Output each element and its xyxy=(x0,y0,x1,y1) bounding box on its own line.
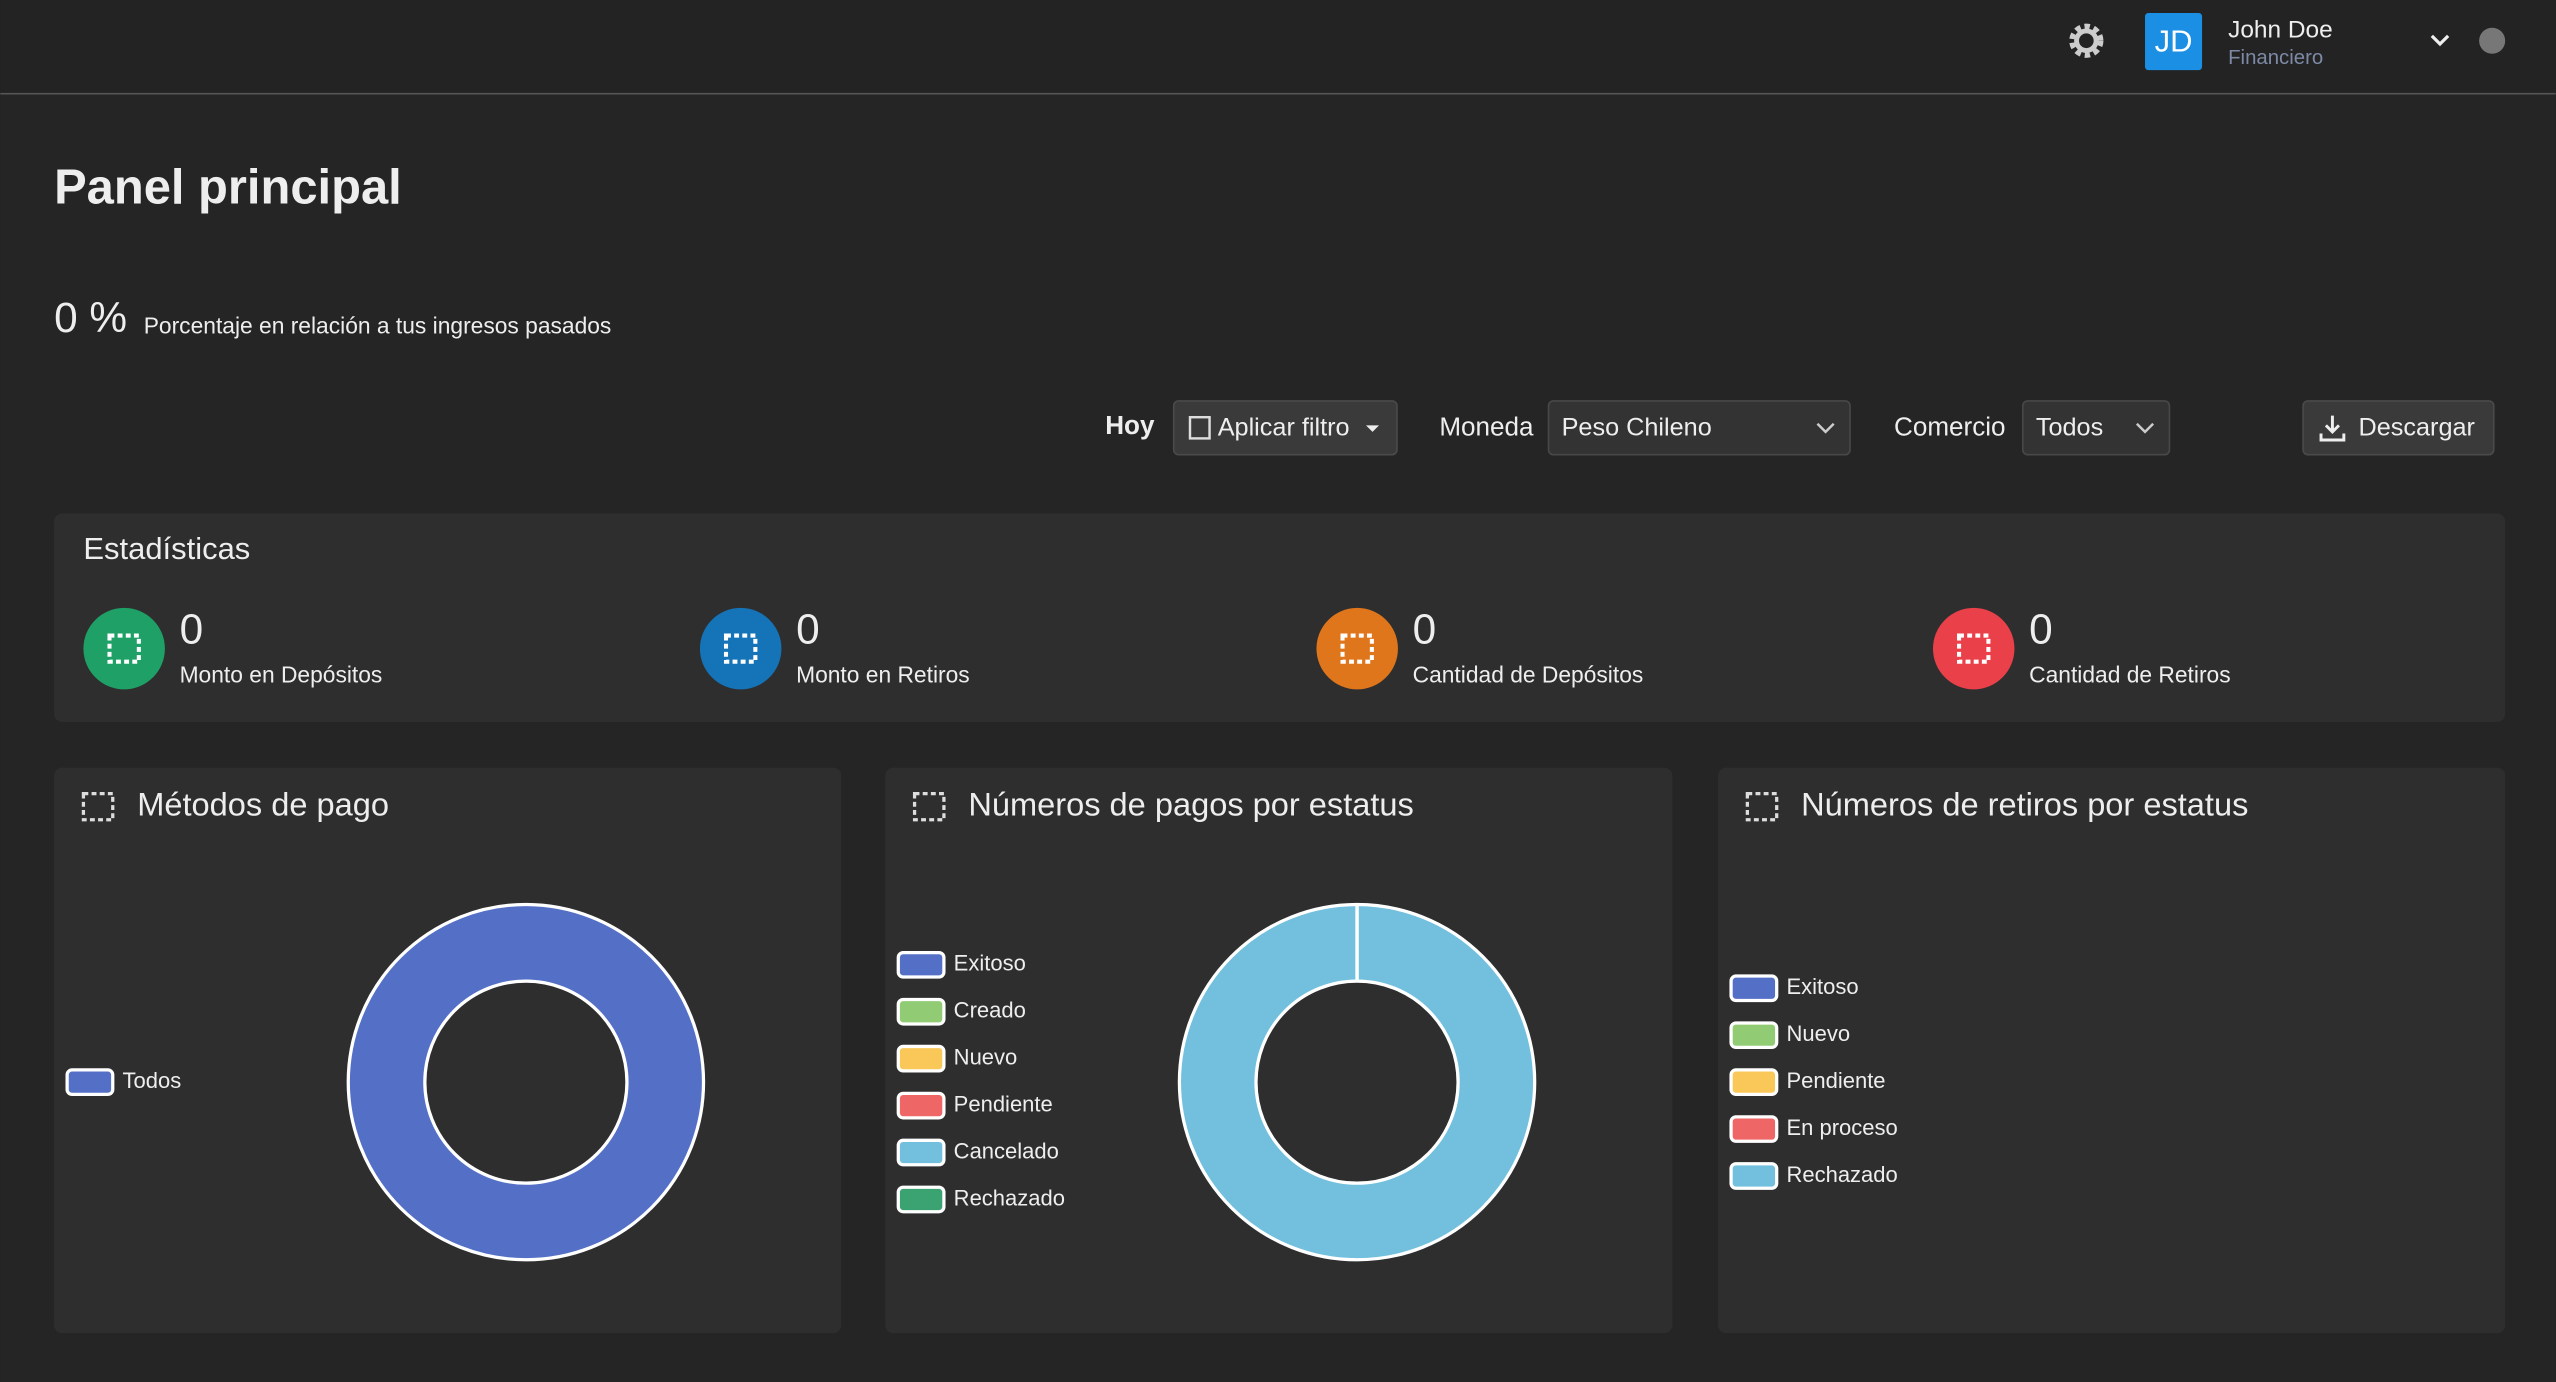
legend-swatch xyxy=(896,1044,946,1073)
top-bar xyxy=(0,0,2556,93)
download-button[interactable]: Descargar xyxy=(2302,400,2495,456)
legend-label: Exitoso xyxy=(1786,974,1858,999)
legend-swatch xyxy=(1729,974,1779,1003)
charts: Métodos de pago Todos Números de pagos por… xyxy=(54,767,2506,1334)
download-button-text: Descargar xyxy=(2359,413,2475,441)
stat-label: Monto en Retiros xyxy=(796,661,970,687)
date-label: Hoy xyxy=(1105,410,1155,440)
legend-swatch xyxy=(896,997,946,1026)
stat-value: 0 xyxy=(1413,606,1437,653)
legend-label: Exitoso xyxy=(954,951,1026,976)
stat-icon-glyph xyxy=(1340,633,1374,664)
donut-outline xyxy=(423,979,629,1185)
statistics-card xyxy=(54,513,2506,722)
stat-value: 0 xyxy=(2029,606,2053,653)
merchant-select[interactable]: Todos xyxy=(2021,400,2171,456)
user-menu[interactable]: JD John Doe Financiero xyxy=(2145,13,2450,71)
user-name: John Doe xyxy=(2228,16,2333,43)
legend-swatch xyxy=(896,950,946,979)
percentage-caption: Porcentaje en relación a tus ingresos pa… xyxy=(144,313,612,339)
legend-swatch xyxy=(896,1091,946,1120)
filter-button[interactable]: Aplicar filtro xyxy=(1172,400,1398,456)
avatar-initials: JD xyxy=(2155,23,2193,58)
chart-icon xyxy=(1745,792,1779,822)
currency-select[interactable]: Peso Chileno xyxy=(1547,400,1851,456)
legend-swatch xyxy=(1729,1115,1779,1143)
legend-label: En proceso xyxy=(1786,1115,1897,1140)
currency-label: Moneda xyxy=(1439,412,1534,442)
chart-title: Números de retiros por estatus xyxy=(1801,785,2248,822)
avatar xyxy=(2145,13,2203,71)
page-title: Panel principal xyxy=(54,161,402,215)
stat-icon xyxy=(699,607,782,690)
stat-icon-glyph xyxy=(723,633,758,664)
legend-swatch xyxy=(896,1185,946,1214)
statistics-items: 0 Monto en Depósitos 0 Monto en Retiros 0 Can… xyxy=(83,606,2231,690)
stat-icon-glyph xyxy=(1957,633,1991,664)
legend-label: Pendiente xyxy=(1786,1068,1885,1093)
language-icon[interactable] xyxy=(2479,27,2506,54)
merchant-value: Todos xyxy=(2036,413,2103,441)
percentage: 0 % xyxy=(54,294,127,341)
legend-swatch xyxy=(1729,1021,1779,1050)
legend-swatch xyxy=(1729,1162,1779,1190)
legend-label: Rechazado xyxy=(954,1185,1065,1210)
chevron xyxy=(2430,34,2450,47)
chart-icon xyxy=(81,792,115,822)
legend-label: Nuevo xyxy=(1786,1021,1850,1046)
legend-label: Todos xyxy=(123,1068,182,1093)
donut-outline xyxy=(346,902,706,1262)
chart-title: Métodos de pago xyxy=(137,785,389,822)
legend-swatch xyxy=(65,1068,115,1096)
stat-value: 0 xyxy=(796,606,820,653)
stat-icon-glyph xyxy=(107,633,141,664)
donut-outline xyxy=(1177,902,1537,1262)
legend-label: Pendiente xyxy=(954,1091,1053,1116)
stat-label: Monto en Depósitos xyxy=(180,661,383,687)
chart-title: Números de pagos por estatus xyxy=(968,785,1413,822)
chart-card xyxy=(54,767,842,1334)
user-role: Financiero xyxy=(2228,47,2323,69)
chart-icon xyxy=(912,792,946,822)
donut-slice xyxy=(348,904,704,1260)
stat-icon xyxy=(1316,607,1398,690)
donut-outline xyxy=(1254,979,1460,1185)
legend-swatch xyxy=(1729,1068,1779,1096)
chart-card xyxy=(1718,767,2506,1334)
stat-icon xyxy=(1932,607,2015,690)
stat-value: 0 xyxy=(180,606,204,653)
legend-label: Rechazado xyxy=(1786,1162,1897,1187)
filter-button-text: Aplicar filtro xyxy=(1218,413,1350,441)
settings-icon[interactable] xyxy=(2069,23,2104,58)
stat-label: Cantidad de Depósitos xyxy=(1413,661,1644,687)
currency-value: Peso Chileno xyxy=(1562,413,1712,441)
stat-label: Cantidad de Retiros xyxy=(2029,661,2231,687)
statistics-title: Estadísticas xyxy=(83,531,250,566)
merchant-label: Comercio xyxy=(1894,412,2006,442)
legend-swatch xyxy=(896,1138,946,1167)
legend-label: Cancelado xyxy=(954,1138,1059,1163)
stat-icon xyxy=(83,607,165,690)
legend-label: Creado xyxy=(954,998,1026,1023)
legend-label: Nuevo xyxy=(954,1044,1018,1069)
